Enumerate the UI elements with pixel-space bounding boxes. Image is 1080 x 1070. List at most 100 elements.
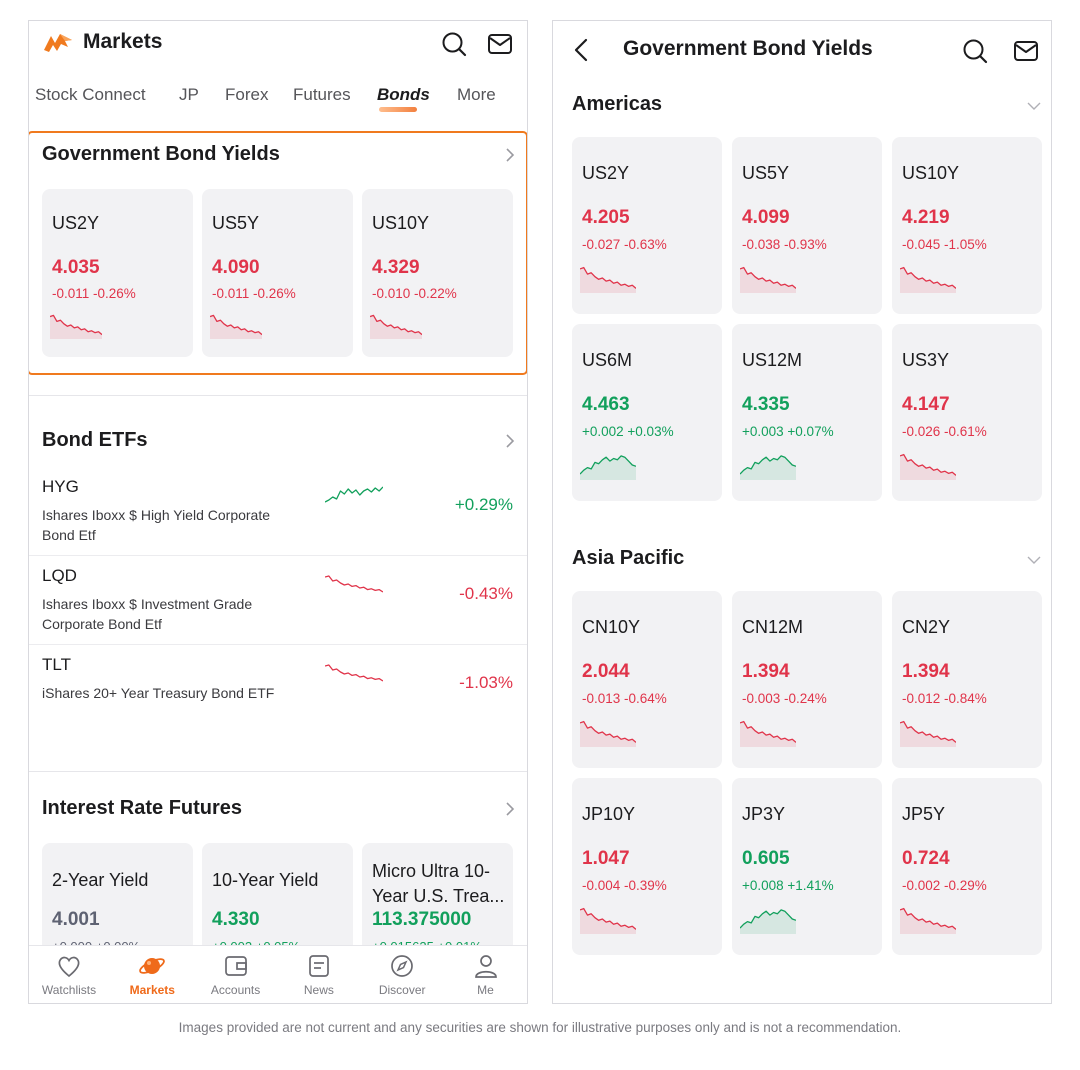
bond-symbol: US5Y <box>212 213 260 233</box>
nav-item-markets[interactable]: Markets <box>112 952 192 997</box>
bond-yield-card[interactable]: US5Y 4.090 -0.011 -0.26% <box>202 189 353 357</box>
search-icon[interactable] <box>441 31 467 57</box>
sparkline-line <box>740 909 796 929</box>
bond-yield-change: +0.002 +0.03% <box>582 424 674 439</box>
bond-symbol: CN2Y <box>902 617 951 637</box>
bond-symbol: US12M <box>742 350 803 370</box>
bond-yield-value: 1.047 <box>582 848 630 869</box>
nav-item-news[interactable]: News <box>279 952 359 997</box>
search-icon[interactable] <box>962 38 988 64</box>
sparkline-chart <box>900 907 956 934</box>
etf-change-percent: -0.43% <box>459 584 513 603</box>
region-title-americas[interactable]: Americas <box>572 93 663 115</box>
bond-yield-card[interactable]: US2Y 4.205 -0.027 -0.63% <box>572 137 722 314</box>
heart-icon <box>58 956 80 978</box>
sparkline-chart <box>210 314 262 339</box>
sparkline-chart <box>580 907 636 934</box>
bond-yield-card[interactable]: US2Y 4.035 -0.011 -0.26% <box>42 189 193 357</box>
bond-yield-card[interactable]: JP10Y 1.047 -0.004 -0.39% <box>572 778 722 955</box>
bond-yield-value: 4.329 <box>372 257 420 278</box>
etf-description: Ishares Iboxx $ Investment Grade Corpora… <box>42 596 253 632</box>
etf-list-item[interactable]: LQD Ishares Iboxx $ Investment Grade Corp… <box>29 556 527 645</box>
chevron-down-icon[interactable] <box>1027 555 1041 565</box>
bond-yield-card[interactable]: US5Y 4.099 -0.038 -0.93% <box>732 137 882 314</box>
bond-symbol: US10Y <box>902 163 960 183</box>
bond-etfs-title[interactable]: Bond ETFs <box>42 429 148 451</box>
etf-change-percent: -1.03% <box>459 673 513 692</box>
tab-forex[interactable]: Forex <box>225 85 269 104</box>
chevron-down-icon[interactable] <box>1027 101 1041 111</box>
row-divider <box>29 555 527 556</box>
etf-symbol: LQD <box>42 566 77 585</box>
bond-yield-change: -0.026 -0.61% <box>902 424 987 439</box>
bond-yield-card[interactable]: CN10Y 2.044 -0.013 -0.64% <box>572 591 722 768</box>
markets-screen: Markets Stock Connect JP Forex Futures B… <box>28 20 528 1004</box>
etf-list-item[interactable]: TLT iShares 20+ Year Treasury Bond ETF -1.… <box>29 645 527 734</box>
tab-more[interactable]: More <box>457 85 496 104</box>
sparkline-chart <box>325 664 383 682</box>
sparkline-area <box>370 315 422 339</box>
sparkline-chart <box>50 314 102 339</box>
sparkline-line <box>900 720 956 743</box>
bond-yield-card[interactable]: JP5Y 0.724 -0.002 -0.29% <box>892 778 1042 955</box>
bond-yield-change: +0.008 +1.41% <box>742 878 834 893</box>
sparkline-line <box>325 486 383 503</box>
tab-jp[interactable]: JP <box>179 85 199 104</box>
nav-item-me[interactable]: Me <box>446 952 526 997</box>
bond-yield-card[interactable]: US6M 4.463 +0.002 +0.03% <box>572 324 722 501</box>
bond-yield-card[interactable]: US10Y 4.329 -0.010 -0.22% <box>362 189 513 357</box>
bond-yield-card[interactable]: CN12M 1.394 -0.003 -0.24% <box>732 591 882 768</box>
sparkline-chart <box>580 720 636 747</box>
chevron-right-icon[interactable] <box>504 801 516 817</box>
bond-yield-value: 2.044 <box>582 661 630 682</box>
tab-stock-connect[interactable]: Stock Connect <box>35 85 146 104</box>
tab-futures[interactable]: Futures <box>293 85 351 104</box>
futures-card[interactable]: Micro Ultra 10-Year U.S. Trea... 113.3750… <box>362 843 513 953</box>
futures-price: 4.330 <box>212 909 260 930</box>
sparkline-line <box>370 314 422 336</box>
chevron-right-icon[interactable] <box>504 433 516 449</box>
nav-item-accounts[interactable]: Accounts <box>196 952 276 997</box>
gov-bonds-title[interactable]: Government Bond Yields <box>42 143 280 165</box>
sparkline-chart <box>580 266 636 293</box>
mail-icon[interactable] <box>1013 38 1039 64</box>
sparkline-chart <box>370 314 422 339</box>
interest-futures-title[interactable]: Interest Rate Futures <box>42 797 243 819</box>
sparkline-chart <box>900 453 956 480</box>
mail-icon[interactable] <box>487 31 513 57</box>
sparkline-chart <box>325 486 383 503</box>
compass-icon <box>391 955 414 977</box>
markets-header: Markets <box>29 21 527 67</box>
sparkline-area <box>580 721 636 747</box>
sparkline-area <box>50 315 102 339</box>
bond-yield-card[interactable]: US12M 4.335 +0.003 +0.07% <box>732 324 882 501</box>
back-arrow-icon[interactable] <box>569 37 595 63</box>
futures-price: 113.375000 <box>372 909 472 930</box>
bond-yield-value: 4.463 <box>582 394 630 415</box>
sparkline-line <box>580 266 636 289</box>
bond-yield-change: -0.011 -0.26% <box>52 286 136 301</box>
bond-yield-value: 0.605 <box>742 848 790 869</box>
bond-yield-card[interactable]: US3Y 4.147 -0.026 -0.61% <box>892 324 1042 501</box>
etf-list-item[interactable]: HYG Ishares Iboxx $ High Yield Corporate … <box>29 467 527 556</box>
etf-description: Ishares Iboxx $ High Yield Corporate Bon… <box>42 507 271 543</box>
bond-yield-card[interactable]: CN2Y 1.394 -0.012 -0.84% <box>892 591 1042 768</box>
bond-symbol: CN10Y <box>582 617 641 637</box>
region-title-asia-pacific[interactable]: Asia Pacific <box>572 547 685 569</box>
sparkline-line <box>900 453 956 476</box>
sparkline-area <box>740 455 796 480</box>
chevron-right-icon[interactable] <box>504 147 516 163</box>
bond-yield-card[interactable]: JP3Y 0.605 +0.008 +1.41% <box>732 778 882 955</box>
bond-yield-card[interactable]: US10Y 4.219 -0.045 -1.05% <box>892 137 1042 314</box>
bond-symbol: US2Y <box>52 213 100 233</box>
nav-item-discover[interactable]: Discover <box>362 952 442 997</box>
tab-bonds[interactable]: Bonds <box>377 85 430 104</box>
sparkline-chart <box>325 575 383 593</box>
bond-symbol: US3Y <box>902 350 950 370</box>
sparkline-area <box>900 454 956 480</box>
nav-item-watchlists[interactable]: Watchlists <box>29 952 109 997</box>
bond-yield-change: -0.045 -1.05% <box>902 237 987 252</box>
bond-symbol: JP5Y <box>902 804 946 824</box>
